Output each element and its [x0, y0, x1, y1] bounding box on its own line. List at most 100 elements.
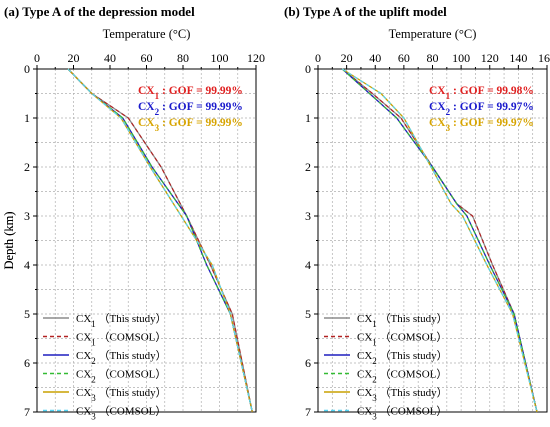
text-span: : GOF = 99.97%: [450, 117, 534, 129]
text-span: （COMSOL）: [377, 405, 448, 418]
gof-annotation-cx2: CX2 : GOF = 99.97%: [429, 101, 534, 117]
y-tick-label: 6: [305, 356, 311, 370]
x-ticks: 0 20 40 60 80 100 120: [34, 51, 265, 69]
text-span: CX: [357, 369, 372, 381]
text-span: 3: [372, 393, 377, 403]
gof-annotation-cx1: CX1 : GOF = 99.99%: [138, 85, 243, 101]
text-span: （This study）: [96, 386, 167, 399]
panel-title-text: Type A of the uplift model: [303, 4, 447, 19]
legend-label: CX3 （This study）: [357, 386, 448, 403]
gof-annotation-cx2: CX2 : GOF = 99.99%: [138, 101, 243, 117]
y-tick-label: 3: [305, 209, 311, 223]
series-lines: [67, 68, 253, 413]
gof-annotation-cx1: CX1 : GOF = 99.98%: [429, 85, 534, 101]
legend-label: CX2 （This study）: [76, 349, 167, 366]
x-tick-label: 0: [34, 51, 40, 65]
text-span: 3: [91, 393, 96, 403]
text-span: CX: [76, 369, 91, 381]
y-tick-label: 1: [24, 111, 30, 125]
legend-label: CX2 （COMSOL）: [76, 368, 166, 385]
text-span: （This study）: [377, 349, 448, 362]
gof-annotation-cx3: CX3 : GOF = 99.97%: [429, 117, 534, 133]
text-span: 2: [446, 107, 451, 117]
text-span: : GOF = 99.99%: [159, 117, 243, 129]
chart-panel-b: (b) Type A of the uplift model Temperatur…: [2, 4, 550, 422]
legend-label: CX1 （COMSOL）: [76, 331, 166, 348]
x-tick-label: 120: [481, 51, 499, 65]
y-tick-label: 0: [24, 62, 30, 76]
panel-label: (b): [284, 4, 303, 19]
y-tick-label: 3: [24, 209, 30, 223]
y-tick-label: 2: [305, 160, 311, 174]
text-span: 1: [91, 338, 96, 348]
text-span: 2: [91, 375, 96, 385]
x-tick-label: 60: [398, 51, 410, 65]
text-span: : GOF = 99.99%: [159, 101, 243, 113]
text-span: 3: [155, 123, 160, 133]
y-axis-label: Depth (km): [2, 212, 16, 270]
text-span: （This study）: [96, 349, 167, 362]
x-tick-label: 140: [509, 51, 527, 65]
y-axis-label: Depth (km): [2, 212, 16, 270]
text-span: CX: [138, 85, 155, 97]
text-span: （COMSOL）: [96, 405, 167, 418]
series-line-cx3-comsol: [67, 68, 253, 413]
text-span: CX: [429, 117, 446, 129]
y-tick-label: 7: [305, 405, 311, 419]
x-tick-label: 80: [177, 51, 189, 65]
text-span: CX: [76, 350, 91, 362]
y-tick-label: 7: [24, 405, 30, 419]
y-ticks: 0 1 2 3 4 5 6 7: [305, 62, 318, 419]
text-span: : GOF = 99.99%: [159, 85, 243, 97]
text-span: 3: [446, 123, 451, 133]
text-span: （COMSOL）: [96, 368, 167, 381]
y-tick-label: 6: [24, 356, 30, 370]
x-tick-label: 80: [427, 51, 439, 65]
legend-label: CX3 （This study）: [76, 386, 167, 403]
text-span: CX: [76, 387, 91, 399]
gof-annotations: CX1 : GOF = 99.99%CX2 : GOF = 99.99%CX3 …: [138, 85, 243, 133]
chart-title: (a) Type A of the depression model: [4, 4, 195, 19]
grid: [318, 69, 547, 412]
text-span: 1: [372, 338, 377, 348]
series-line-cx3-comsol: [341, 68, 538, 413]
y-tick-label: 4: [24, 258, 30, 272]
text-span: CX: [357, 406, 372, 418]
panel-title-text: Type A of the depression model: [22, 4, 195, 19]
x-tick-label: 120: [247, 51, 265, 65]
y-tick-label: 5: [24, 307, 30, 321]
x-tick-label: 160: [538, 51, 550, 65]
text-span: 3: [91, 412, 96, 422]
text-span: CX: [357, 350, 372, 362]
x-tick-label: 0: [315, 51, 321, 65]
text-span: （This study）: [377, 312, 448, 325]
y-tick-label: 1: [305, 111, 311, 125]
x-tick-label: 40: [369, 51, 381, 65]
text-span: 2: [372, 375, 377, 385]
text-span: CX: [138, 101, 155, 113]
text-span: 1: [446, 91, 451, 101]
text-span: （COMSOL）: [96, 331, 167, 344]
text-span: 2: [91, 356, 96, 366]
y-tick-label: 0: [305, 62, 311, 76]
text-span: CX: [357, 313, 372, 325]
text-span: CX: [138, 117, 155, 129]
text-span: CX: [429, 85, 446, 97]
text-span: CX: [76, 332, 91, 344]
text-span: CX: [357, 332, 372, 344]
text-span: : GOF = 99.97%: [450, 101, 534, 113]
legend-label: CX1 （This study）: [76, 312, 167, 329]
text-span: 2: [155, 107, 160, 117]
x-axis-label: Temperature (°C): [103, 27, 191, 41]
x-tick-label: 20: [68, 51, 80, 65]
text-span: : GOF = 99.98%: [450, 85, 534, 97]
legend-label: CX2 （COMSOL）: [357, 368, 447, 385]
gof-annotation-cx3: CX3 : GOF = 99.99%: [138, 117, 243, 133]
x-tick-label: 20: [341, 51, 353, 65]
series-line-cx2-comsol: [67, 68, 253, 413]
text-span: 3: [372, 412, 377, 422]
series-line-cx2-comsol: [341, 68, 538, 413]
text-span: （COMSOL）: [377, 368, 448, 381]
text-span: （This study）: [377, 386, 448, 399]
